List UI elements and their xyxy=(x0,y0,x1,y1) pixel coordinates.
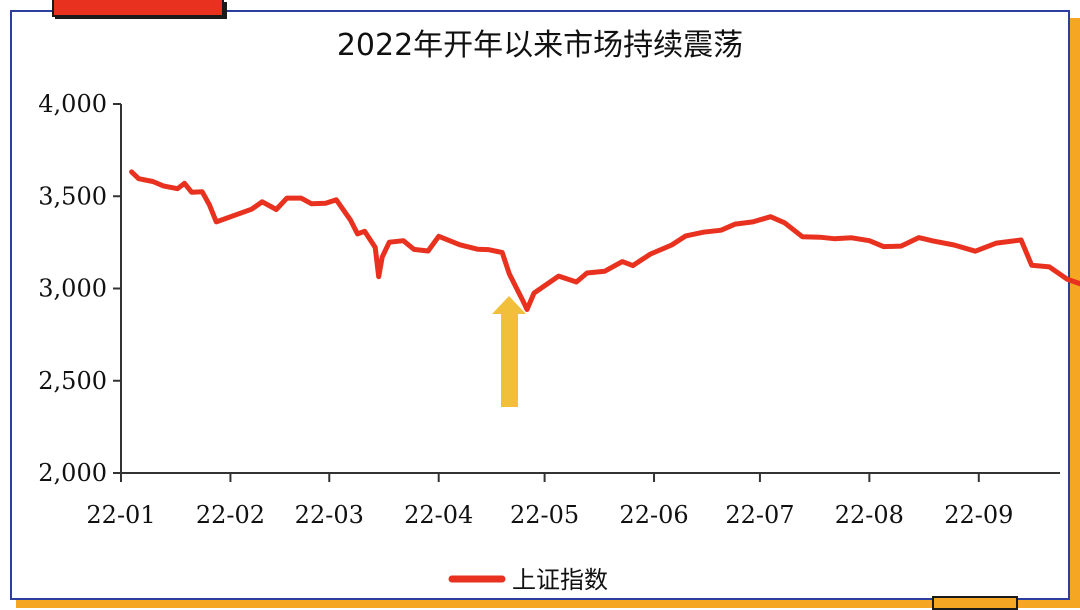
x-tick-label: 22-02 xyxy=(196,501,265,529)
y-ticks: 2,000 2,500 3,000 3,500 4,000 xyxy=(38,90,121,487)
annotation-arrow xyxy=(492,296,526,407)
y-tick-label: 3,000 xyxy=(38,275,107,303)
y-tick-label: 2,500 xyxy=(38,367,107,395)
legend: 上证指数 xyxy=(448,566,608,594)
series-line xyxy=(129,169,1080,312)
x-tick-label: 22-09 xyxy=(944,501,1013,529)
x-tick-label: 22-08 xyxy=(835,501,904,529)
chart-frame xyxy=(10,10,1070,600)
series-layer xyxy=(129,169,1080,312)
y-tick-label: 4,000 xyxy=(38,90,107,118)
y-tick-label: 2,000 xyxy=(38,459,107,487)
decorative-tab-bottom xyxy=(932,596,1018,610)
y-tick-label: 3,500 xyxy=(38,182,107,210)
chart-title: 2022年开年以来市场持续震荡 xyxy=(337,28,743,63)
x-tick-label: 22-01 xyxy=(86,501,155,529)
x-axis: 22-01 22-02 22-03 22-04 22-05 22-06 22-07 22-08… xyxy=(86,472,1060,529)
x-ticks: 22-01 22-02 22-03 22-04 22-05 22-06 22-07 22-08… xyxy=(86,473,1013,529)
x-tick-label: 22-07 xyxy=(725,501,794,529)
x-tick-label: 22-06 xyxy=(619,501,688,529)
x-tick-label: 22-05 xyxy=(510,501,579,529)
legend-label: 上证指数 xyxy=(512,566,608,594)
x-tick-label: 22-04 xyxy=(404,501,473,529)
y-axis: 2,000 2,500 3,000 3,500 4,000 xyxy=(38,90,122,487)
decorative-tab-top xyxy=(52,0,224,17)
arrow-shaft xyxy=(501,312,518,407)
x-tick-label: 22-03 xyxy=(295,501,364,529)
arrow-head xyxy=(492,296,526,314)
